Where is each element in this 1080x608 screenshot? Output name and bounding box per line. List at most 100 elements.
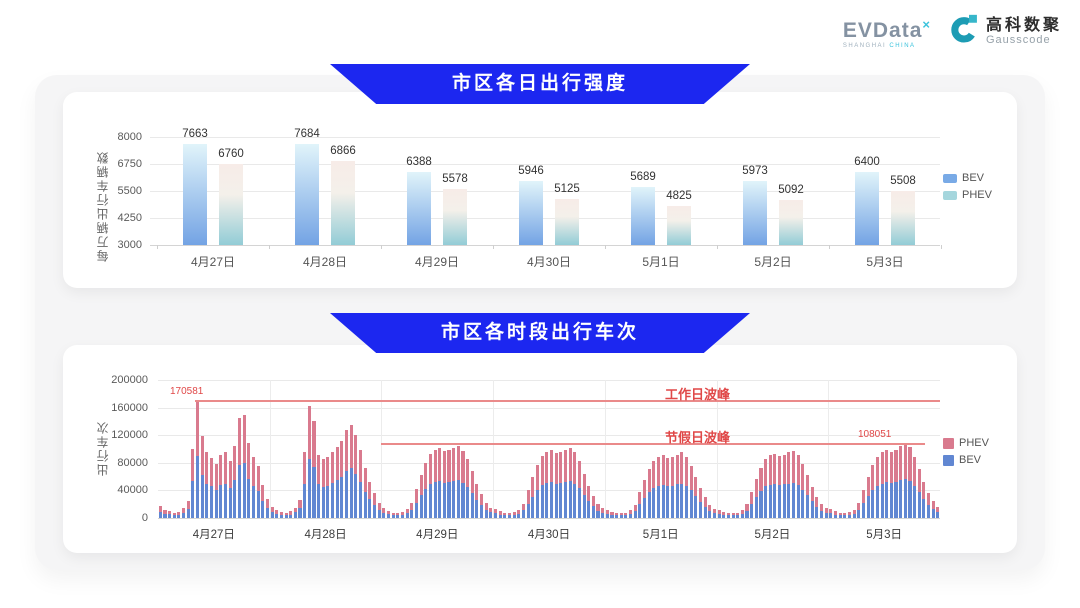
hour-bar-4月27日-h1[interactable] <box>163 380 167 518</box>
hour-bar-4月28日-h23[interactable] <box>377 380 381 518</box>
hour-bar-4月28日-h10[interactable] <box>317 380 321 518</box>
hour-bar-4月29日-h12[interactable] <box>438 380 442 518</box>
hour-bar-5月3日-h10[interactable] <box>875 380 879 518</box>
hour-bar-4月29日-h21[interactable] <box>480 380 484 518</box>
hour-bar-5月2日-h11[interactable] <box>768 380 772 518</box>
hour-bar-5月3日-h15[interactable] <box>899 380 903 518</box>
hour-bar-5月3日-h23[interactable] <box>936 380 940 518</box>
hour-bar-5月1日-h19[interactable] <box>694 380 698 518</box>
hour-bar-4月30日-h1[interactable] <box>498 380 502 518</box>
hour-bar-5月3日-h11[interactable] <box>880 380 884 518</box>
hour-bar-5月2日-h14[interactable] <box>782 380 786 518</box>
hour-bar-5月2日-h3[interactable] <box>731 380 735 518</box>
hour-bar-4月29日-h13[interactable] <box>442 380 446 518</box>
hour-bar-4月27日-h19[interactable] <box>247 380 251 518</box>
hour-bar-4月27日-h3[interactable] <box>172 380 176 518</box>
hour-bar-4月29日-h18[interactable] <box>466 380 470 518</box>
hour-bar-5月3日-h5[interactable] <box>852 380 856 518</box>
hour-bar-4月30日-h2[interactable] <box>503 380 507 518</box>
hour-bar-4月30日-h4[interactable] <box>512 380 516 518</box>
hour-bar-5月3日-h7[interactable] <box>861 380 865 518</box>
hour-bar-5月3日-h2[interactable] <box>838 380 842 518</box>
hour-bar-5月1日-h16[interactable] <box>680 380 684 518</box>
hour-bar-4月27日-h18[interactable] <box>242 380 246 518</box>
hour-bar-4月27日-h2[interactable] <box>168 380 172 518</box>
hour-bar-5月2日-h21[interactable] <box>815 380 819 518</box>
hour-bar-4月30日-h15[interactable] <box>563 380 567 518</box>
hour-bar-4月27日-h8[interactable] <box>196 380 200 518</box>
hour-bar-4月29日-h10[interactable] <box>428 380 432 518</box>
hour-bar-4月29日-h19[interactable] <box>470 380 474 518</box>
hour-bar-5月3日-h6[interactable] <box>857 380 861 518</box>
hour-bar-5月3日-h19[interactable] <box>917 380 921 518</box>
hour-bar-4月30日-h23[interactable] <box>601 380 605 518</box>
hour-bar-5月1日-h11[interactable] <box>657 380 661 518</box>
hour-bar-5月2日-h10[interactable] <box>764 380 768 518</box>
phev-bar-5月2日[interactable] <box>779 199 803 245</box>
hour-bar-5月2日-h20[interactable] <box>810 380 814 518</box>
phev-bar-4月29日[interactable] <box>443 189 467 245</box>
hour-bar-5月1日-h6[interactable] <box>633 380 637 518</box>
hour-bar-4月29日-h0[interactable] <box>382 380 386 518</box>
hour-bar-4月28日-h18[interactable] <box>354 380 358 518</box>
hour-bar-4月27日-h17[interactable] <box>237 380 242 518</box>
hour-bar-5月3日-h4[interactable] <box>847 380 851 518</box>
hour-bar-4月29日-h7[interactable] <box>414 380 418 518</box>
hour-bar-5月2日-h23[interactable] <box>824 380 828 518</box>
hour-bar-4月30日-h8[interactable] <box>531 380 535 518</box>
hour-bar-5月1日-h18[interactable] <box>689 380 693 518</box>
hour-bar-5月3日-h14[interactable] <box>894 380 898 518</box>
hour-bar-5月1日-h21[interactable] <box>703 380 707 518</box>
hour-bar-4月30日-h18[interactable] <box>577 380 581 518</box>
hour-bar-4月29日-h17[interactable] <box>461 380 465 518</box>
hour-bar-5月1日-h9[interactable] <box>647 380 651 518</box>
hour-bar-4月27日-h23[interactable] <box>265 380 269 518</box>
hour-bar-5月2日-h2[interactable] <box>726 380 730 518</box>
hour-bar-5月2日-h17[interactable] <box>796 380 800 518</box>
hour-bar-5月1日-h12[interactable] <box>661 380 665 518</box>
hour-bar-5月3日-h16[interactable] <box>903 380 907 518</box>
legend-item-bev[interactable]: BEV <box>943 172 992 184</box>
hour-bar-4月30日-h20[interactable] <box>587 380 591 518</box>
hour-bar-4月27日-h22[interactable] <box>261 380 265 518</box>
hour-bar-4月27日-h0[interactable] <box>158 380 162 518</box>
hour-bar-5月1日-h23[interactable] <box>712 380 716 518</box>
hour-bar-4月29日-h4[interactable] <box>400 380 404 518</box>
hour-bar-4月28日-h0[interactable] <box>270 380 274 518</box>
hour-bar-4月30日-h10[interactable] <box>540 380 544 518</box>
phev-bar-4月28日[interactable] <box>331 161 355 245</box>
hour-bar-4月29日-h14[interactable] <box>447 380 451 518</box>
hour-bar-5月3日-h1[interactable] <box>833 380 838 518</box>
hour-bar-4月30日-h14[interactable] <box>559 380 563 518</box>
legend-item-bev[interactable]: BEV <box>943 454 989 466</box>
hour-bar-4月29日-h22[interactable] <box>484 380 488 518</box>
hour-bar-4月29日-h16[interactable] <box>456 380 460 518</box>
hour-bar-5月1日-h5[interactable] <box>629 380 633 518</box>
hour-bar-4月28日-h3[interactable] <box>284 380 288 518</box>
hour-bar-5月1日-h14[interactable] <box>670 380 675 518</box>
hour-bar-4月29日-h9[interactable] <box>424 380 428 518</box>
hour-bar-4月28日-h4[interactable] <box>289 380 293 518</box>
hour-bar-5月3日-h22[interactable] <box>931 380 935 518</box>
hour-bar-4月30日-h13[interactable] <box>554 380 558 518</box>
hour-bar-4月28日-h21[interactable] <box>368 380 372 518</box>
hour-bar-4月28日-h1[interactable] <box>275 380 279 518</box>
hour-bar-5月3日-h3[interactable] <box>843 380 847 518</box>
hour-bar-5月2日-h1[interactable] <box>722 380 726 518</box>
hour-bar-5月2日-h22[interactable] <box>819 380 824 518</box>
hour-bar-4月29日-h8[interactable] <box>419 380 423 518</box>
hour-bar-4月30日-h11[interactable] <box>545 380 549 518</box>
hour-bar-4月28日-h20[interactable] <box>363 380 367 518</box>
hour-bar-4月28日-h14[interactable] <box>335 380 339 518</box>
hour-bar-5月3日-h17[interactable] <box>908 380 912 518</box>
hour-bar-4月28日-h8[interactable] <box>307 380 311 518</box>
phev-bar-4月30日[interactable] <box>555 199 579 245</box>
hour-bar-4月29日-h20[interactable] <box>475 380 479 518</box>
hour-bar-5月2日-h7[interactable] <box>750 380 754 518</box>
hour-bar-4月27日-h10[interactable] <box>205 380 209 518</box>
bev-bar-5月1日[interactable] <box>631 186 655 245</box>
hour-bar-4月29日-h5[interactable] <box>405 380 409 518</box>
hour-bar-5月1日-h1[interactable] <box>610 380 614 518</box>
hour-bar-4月30日-h12[interactable] <box>549 380 553 518</box>
hour-bar-4月30日-h0[interactable] <box>494 380 498 518</box>
